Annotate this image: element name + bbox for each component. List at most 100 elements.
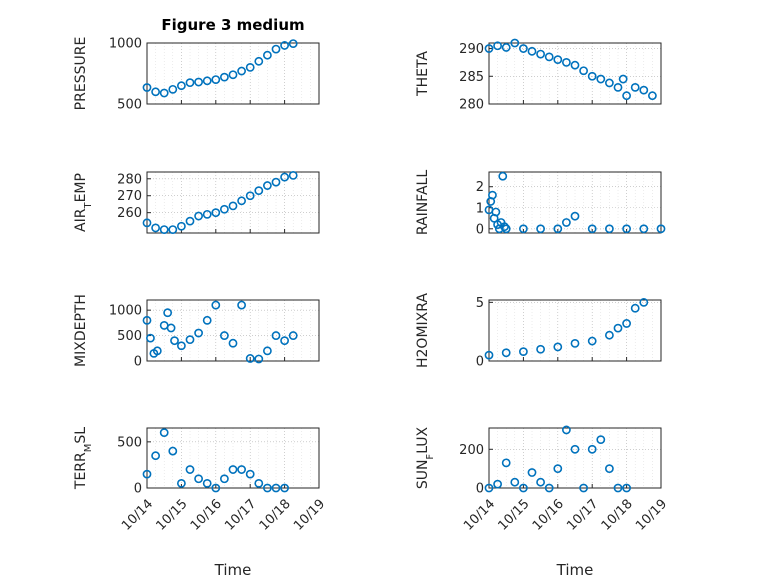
x-tick-label: 10/14 <box>119 497 156 534</box>
data-point <box>170 336 179 346</box>
data-point <box>159 88 169 98</box>
y-axis-label-part: H2OMIXRA <box>415 293 431 368</box>
data-point <box>228 70 238 80</box>
data-point <box>202 209 212 219</box>
y-tick-label: 1000 <box>109 304 142 319</box>
data-point <box>245 63 255 72</box>
data-point <box>219 204 229 214</box>
x-axis-label: Time <box>556 561 594 579</box>
x-tick-label: 10/18 <box>257 497 294 534</box>
data-point <box>493 479 502 489</box>
x-tick-label: 10/17 <box>564 497 601 534</box>
data-point <box>185 335 195 345</box>
data-point <box>639 297 649 307</box>
data-point <box>613 483 623 493</box>
data-point <box>185 465 195 474</box>
data-point <box>202 315 212 325</box>
data-point <box>271 331 281 340</box>
y-axis-label: RAINFALL <box>415 170 431 235</box>
data-point <box>280 41 289 50</box>
x-tick-label: 10/15 <box>153 497 190 534</box>
y-tick-label: 290 <box>459 42 484 57</box>
x-tick-label: 10/17 <box>222 497 259 534</box>
data-point <box>254 478 264 488</box>
data-point <box>237 300 246 310</box>
data-point <box>630 303 640 313</box>
y-tick-label: 500 <box>117 98 142 113</box>
x-axis-label: Time <box>214 561 252 579</box>
x-tick-label: 10/19 <box>291 497 328 534</box>
data-point <box>211 208 221 218</box>
data-point <box>630 82 640 92</box>
y-tick-label: 0 <box>134 355 142 370</box>
data-point <box>185 216 195 226</box>
y-axis-label-part: AIR <box>73 208 89 232</box>
plot-frame <box>488 42 662 105</box>
data-point <box>202 478 212 488</box>
data-point <box>553 464 563 474</box>
data-point <box>587 336 597 346</box>
data-point <box>237 465 246 474</box>
subplot-6: 0 5 H2OMIXRA <box>415 293 662 370</box>
y-axis-label-part: LUX <box>415 426 431 453</box>
data-point <box>176 81 186 91</box>
subplot-4: 0 1 2 RAINFALL <box>415 170 666 237</box>
data-point <box>488 190 497 200</box>
data-point <box>498 171 508 181</box>
y-tick-label: 0 <box>476 482 484 497</box>
data-point <box>202 76 212 86</box>
data-point <box>176 341 186 351</box>
data-point <box>211 483 221 493</box>
y-axis-label-part: TERR <box>73 452 89 490</box>
plot-frame <box>146 299 320 362</box>
data-point <box>194 211 203 221</box>
data-point <box>159 225 169 235</box>
data-point <box>484 350 494 360</box>
data-point <box>605 464 614 474</box>
data-point <box>622 483 631 493</box>
data-point <box>237 196 246 206</box>
data-point <box>570 211 580 221</box>
data-point <box>579 66 588 76</box>
data-point <box>596 74 606 84</box>
data-point <box>142 315 152 325</box>
data-point <box>219 72 229 82</box>
data-point <box>562 218 571 227</box>
data-point <box>254 186 264 196</box>
plot-frame <box>488 427 662 489</box>
data-point <box>219 474 229 484</box>
data-point <box>271 177 281 187</box>
y-tick-label: 5 <box>476 296 484 311</box>
data-point <box>562 58 571 67</box>
y-axis-label: H2OMIXRA <box>415 293 431 368</box>
data-point <box>142 83 152 92</box>
data-point <box>553 224 563 234</box>
data-point <box>288 39 298 49</box>
data-point <box>228 201 238 211</box>
y-axis-label: SUNFLUX <box>415 426 436 489</box>
subplot-5: 0 500 1000 MIXDEPTH <box>73 294 320 370</box>
y-tick-label: 270 <box>117 189 142 204</box>
data-point <box>510 477 520 487</box>
data-point <box>168 84 178 94</box>
data-point <box>519 483 528 493</box>
y-axis-label-part: SL <box>73 427 89 444</box>
data-point <box>280 172 289 182</box>
data-point <box>527 46 537 56</box>
x-tick-label: 10/16 <box>530 497 567 534</box>
data-point <box>262 50 272 60</box>
data-point <box>142 218 152 228</box>
data-point <box>501 348 511 358</box>
data-point <box>622 91 631 101</box>
x-tick-label: 10/19 <box>633 497 670 534</box>
data-point <box>142 469 152 479</box>
data-point <box>159 428 169 438</box>
data-point <box>553 55 563 65</box>
data-point <box>500 222 509 232</box>
data-point <box>280 336 289 346</box>
data-point <box>228 465 238 474</box>
y-axis-label-subscript: T <box>83 202 94 210</box>
data-point <box>587 71 597 81</box>
y-axis-label: MIXDEPTH <box>73 294 89 367</box>
data-point <box>536 224 545 234</box>
